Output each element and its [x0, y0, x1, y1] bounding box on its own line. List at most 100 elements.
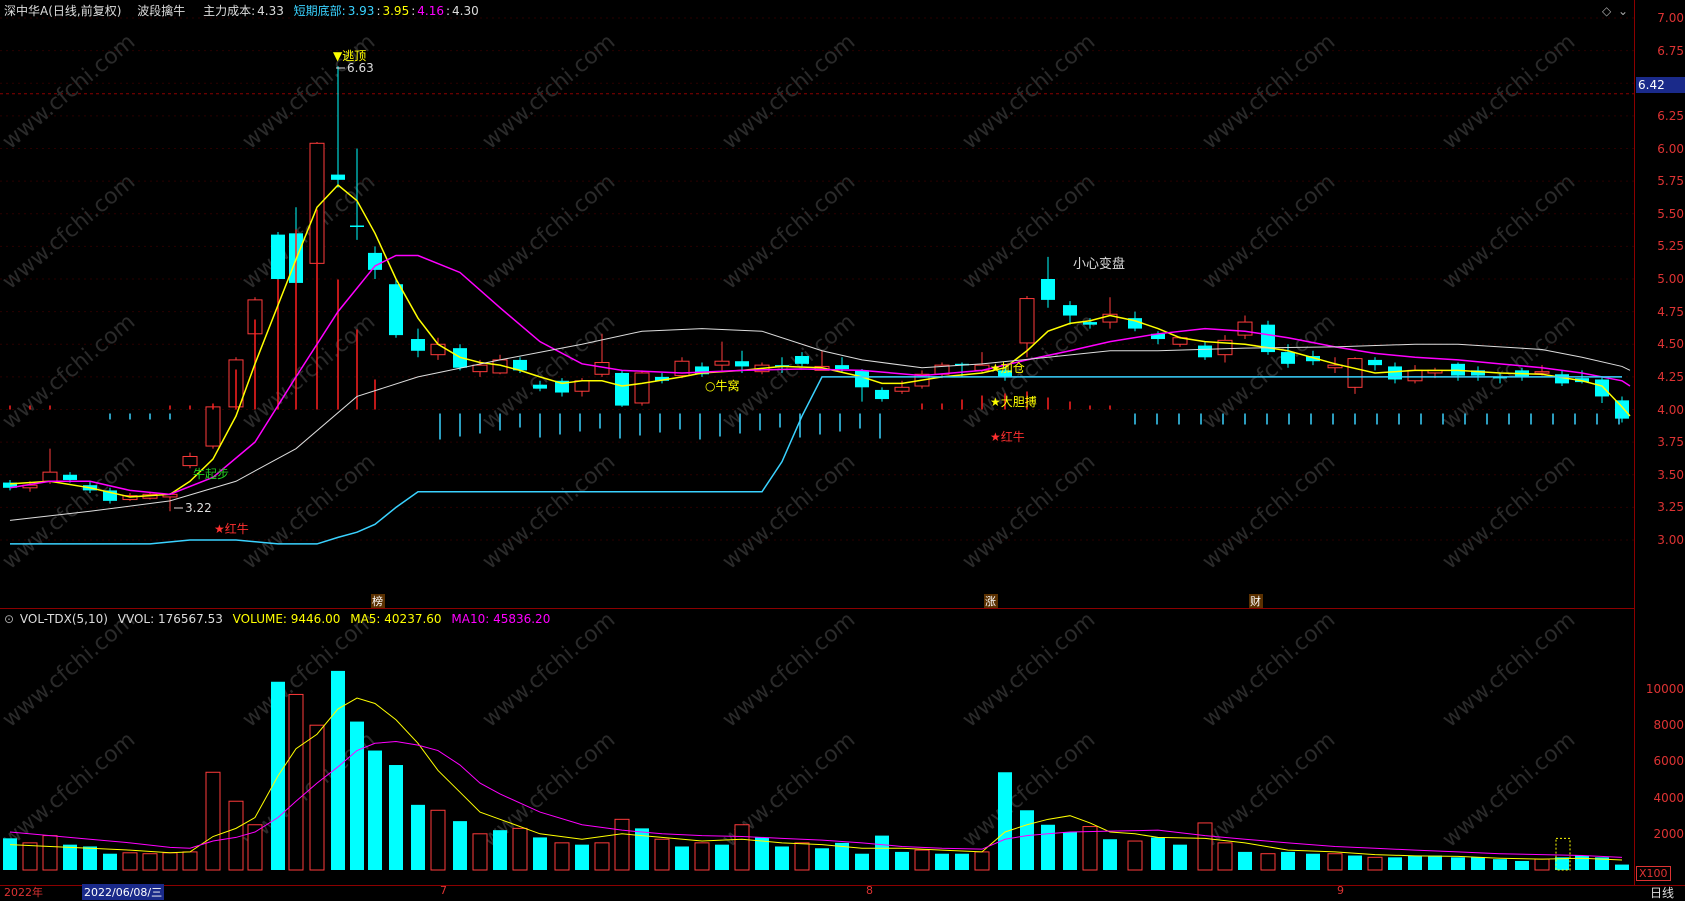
candle-down [1368, 359, 1382, 366]
marker-zhang-bg [984, 594, 998, 608]
volume-bar-down [955, 853, 969, 870]
price-tick: 6.25 [1657, 108, 1684, 123]
candle-down [103, 490, 117, 501]
watermark: www.cfchi.com [1198, 169, 1340, 294]
candle-up [574, 380, 590, 392]
short-bottom-label: 短期底部: [293, 4, 346, 18]
volume-bar-down [1063, 831, 1077, 870]
candle-down [795, 355, 809, 364]
annotation-add-position: ★加仓 [990, 361, 1025, 375]
stock-name[interactable]: 深中华A [4, 4, 49, 18]
candle-up [1534, 371, 1550, 374]
volume-bar-up [247, 824, 263, 871]
volume-bar-current [1555, 837, 1571, 871]
candle-down [1151, 333, 1165, 340]
watermark: www.cfchi.com [0, 449, 140, 574]
period-label[interactable]: 日线 [1650, 886, 1675, 900]
volume-bar-down [855, 853, 869, 870]
volume-bar-down [350, 721, 364, 870]
volume-bar-down [875, 835, 889, 870]
date-bar: 2022年 2022/06/08/三 7 8 9 [0, 884, 1685, 900]
volume-bar-up [309, 724, 325, 871]
volume-bar-up [554, 842, 570, 871]
sep1: : [376, 4, 381, 18]
volume-bar-down [1348, 855, 1362, 870]
candle-up [42, 471, 58, 482]
vol-title[interactable]: VOL-TDX(5,10) [19, 612, 108, 626]
watermark: www.cfchi.com [478, 169, 620, 294]
volume-bar-up [794, 842, 810, 871]
candle-down [615, 372, 629, 406]
price-tick: 3.00 [1657, 533, 1684, 547]
volume-bar-down [1471, 857, 1485, 870]
watermark: www.cfchi.com [718, 608, 860, 733]
volume-bar-up [288, 693, 304, 871]
datebar-divider [0, 885, 1685, 886]
candle-down [1555, 374, 1569, 384]
marker-bang-bg [371, 594, 385, 608]
annotation-high: 6.63 [347, 61, 374, 75]
candle-up [1019, 298, 1035, 344]
value-2: 3.95 [382, 4, 410, 18]
volume-bar-up [734, 824, 750, 871]
candle-down [389, 284, 403, 336]
candle-up [894, 386, 910, 392]
candle-up [182, 455, 198, 467]
collapse-icon[interactable]: ⊙ [4, 612, 15, 626]
volume-header: ⊙ VOL-TDX(5,10) VVOL: 176567.53 VOLUME: … [4, 612, 556, 626]
watermark: www.cfchi.com [1438, 169, 1580, 294]
expand-icon[interactable]: ⌄ [1618, 4, 1629, 18]
date-month-9: 9 [1337, 884, 1344, 897]
price-chart[interactable]: www.cfchi.com www.cfchi.com www.cfchi.com w… [0, 0, 1634, 608]
volume-bar-down [368, 750, 382, 870]
volume-bar-down [103, 853, 117, 870]
volume-bar-down [1555, 857, 1569, 870]
volume-bar-down [411, 804, 425, 870]
main-cost-label: 主力成本: [203, 4, 256, 18]
candle-up [472, 364, 488, 373]
volume-bar-up [122, 852, 138, 871]
chart-mode: (日线,前复权) [48, 4, 122, 18]
indicator-name[interactable]: 波段擒牛 [137, 4, 186, 18]
volume-bar-up [654, 838, 670, 871]
watermark: www.cfchi.com [0, 309, 140, 434]
watermark: www.cfchi.com [0, 29, 140, 154]
volume-chart[interactable]: www.cfchi.com www.cfchi.com www.cfchi.com w… [0, 607, 1634, 886]
price-axis: 7.006.756.506.256.005.755.505.255.004.75… [1634, 0, 1685, 608]
candle-down [695, 366, 709, 375]
volume-bar-down [1388, 857, 1402, 870]
watermark: www.cfchi.com [1438, 727, 1580, 852]
candle-down [513, 359, 527, 371]
price-tick: 4.25 [1657, 369, 1684, 384]
volume-bar-down [895, 851, 909, 870]
volume-bar-down [1151, 837, 1165, 870]
price-tick: 5.00 [1657, 272, 1684, 286]
watermark: www.cfchi.com [958, 449, 1100, 574]
price-chart-pane[interactable]: www.cfchi.com www.cfchi.com www.cfchi.com w… [0, 0, 1634, 608]
volume-bar-down [675, 846, 689, 870]
main-cost-value: 4.33 [257, 4, 284, 18]
volume-ma10-line [9, 740, 1623, 858]
volume-ma5-line [9, 697, 1623, 861]
watermark: www.cfchi.com [0, 169, 140, 294]
ma10-value: MA10: 45836.20 [451, 612, 551, 626]
diamond-icon[interactable]: ◇ [1602, 4, 1612, 18]
volume-bar-down [1103, 839, 1117, 870]
candle-up [634, 372, 650, 404]
candle-down [655, 376, 669, 381]
annotation-red-bull-2: ★红牛 [990, 429, 1025, 444]
volume-bar-up [472, 833, 488, 871]
volume-bar-down [83, 846, 97, 870]
candle-down [1615, 400, 1629, 419]
volume-bar-down [389, 765, 403, 870]
volume-bar-down [1173, 844, 1187, 870]
volume-bar-down [775, 846, 789, 870]
candle-down [1083, 322, 1097, 325]
candle-up [205, 406, 221, 447]
price-tick: 5.50 [1657, 206, 1684, 221]
annotation-bold-bet: ★大胆搏 [990, 395, 1037, 409]
date-selected[interactable]: 2022/06/08/三 [82, 884, 165, 900]
volume-chart-pane[interactable]: www.cfchi.com www.cfchi.com www.cfchi.com w… [0, 607, 1634, 886]
volume-bar-down [1408, 855, 1422, 870]
watermark: www.cfchi.com [1438, 449, 1580, 574]
